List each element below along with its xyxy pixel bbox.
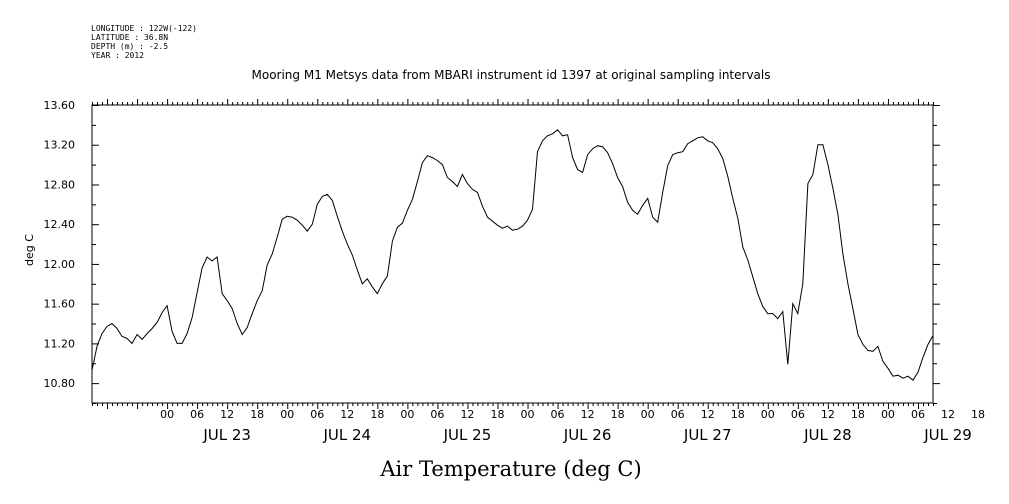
x-hour-tick-labels: 00 06 12 18 00 06 12 18 00 06 12 18 00 06 12 18 00 06 12 18… xyxy=(160,408,985,421)
x-day-label: JUL 28 xyxy=(803,426,852,444)
x-hour-tick-label: 06 xyxy=(310,408,324,421)
x-hour-tick-label: 00 xyxy=(881,408,895,421)
x-hour-tick-label: 18 xyxy=(851,408,865,421)
y-tick-label: 12.40 xyxy=(44,218,76,231)
x-axis-label: Air Temperature (deg C) xyxy=(379,457,641,481)
x-hour-tick-label: 06 xyxy=(430,408,444,421)
y-tick-label: 13.20 xyxy=(44,139,76,152)
year-label: YEAR : 2012 xyxy=(91,51,144,60)
latitude-label: LATITUDE : 36.8N xyxy=(91,33,168,42)
x-hour-tick-label: 06 xyxy=(791,408,805,421)
x-hour-tick-label: 06 xyxy=(190,408,204,421)
x-day-labels: JUL 23 JUL 24 JUL 25 JUL 26 JUL 27 JUL 28 JUL … xyxy=(202,426,971,444)
x-hour-tick-label: 00 xyxy=(400,408,414,421)
x-hour-tick-label: 12 xyxy=(340,408,354,421)
x-day-label: JUL 25 xyxy=(443,426,492,444)
x-hour-tick-label: 12 xyxy=(581,408,595,421)
x-hour-tick-label: 12 xyxy=(220,408,234,421)
x-day-label: JUL 23 xyxy=(202,426,251,444)
y-tick-label: 11.20 xyxy=(44,337,76,350)
x-hour-tick-label: 06 xyxy=(911,408,925,421)
x-hour-tick-label: 00 xyxy=(761,408,775,421)
x-hour-tick-label: 18 xyxy=(971,408,985,421)
y-tick-labels: 10.80 11.20 11.60 12.00 12.40 12.80 13.20 13.60 xyxy=(44,99,76,390)
y-tick-label: 11.60 xyxy=(44,298,76,311)
x-hour-tick-label: 12 xyxy=(821,408,835,421)
x-day-label: JUL 27 xyxy=(683,426,732,444)
x-hour-tick-label: 00 xyxy=(280,408,294,421)
x-day-label: JUL 26 xyxy=(563,426,612,444)
y-tick-label: 12.00 xyxy=(44,258,76,271)
x-hour-tick-label: 12 xyxy=(460,408,474,421)
x-hour-tick-label: 00 xyxy=(160,408,174,421)
x-hour-tick-label: 18 xyxy=(731,408,745,421)
x-hour-tick-label: 06 xyxy=(551,408,565,421)
x-hour-tick-label: 18 xyxy=(370,408,384,421)
x-hour-tick-label: 00 xyxy=(641,408,655,421)
axis-ticks xyxy=(92,99,940,409)
longitude-label: LONGITUDE : 122W(-122) xyxy=(91,24,197,33)
x-day-label: JUL 29 xyxy=(923,426,972,444)
x-hour-tick-label: 12 xyxy=(701,408,715,421)
x-hour-tick-label: 18 xyxy=(250,408,264,421)
x-hour-tick-label: 06 xyxy=(671,408,685,421)
y-axis-label: deg C xyxy=(23,234,36,266)
x-hour-tick-label: 12 xyxy=(941,408,955,421)
x-day-label: JUL 24 xyxy=(322,426,371,444)
x-hour-tick-label: 18 xyxy=(611,408,625,421)
y-tick-label: 12.80 xyxy=(44,178,76,191)
metadata-block: LONGITUDE : 122W(-122) LATITUDE : 36.8N … xyxy=(91,24,197,60)
y-tick-label: 10.80 xyxy=(44,377,76,390)
series-line-air-temperature xyxy=(91,129,934,381)
chart-title: Mooring M1 Metsys data from MBARI instru… xyxy=(252,68,771,82)
depth-label: DEPTH (m) : -2.5 xyxy=(91,42,168,51)
x-hour-tick-label: 18 xyxy=(490,408,504,421)
x-hour-tick-label: 00 xyxy=(521,408,535,421)
y-tick-label: 13.60 xyxy=(44,99,76,112)
plot-frame xyxy=(91,104,934,404)
